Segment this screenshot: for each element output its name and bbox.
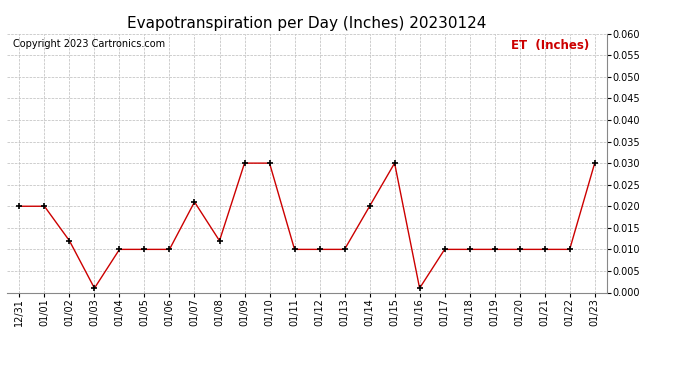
Text: ET  (Inches): ET (Inches) bbox=[511, 39, 589, 52]
Title: Evapotranspiration per Day (Inches) 20230124: Evapotranspiration per Day (Inches) 2023… bbox=[128, 16, 486, 31]
Text: Copyright 2023 Cartronics.com: Copyright 2023 Cartronics.com bbox=[13, 39, 165, 49]
